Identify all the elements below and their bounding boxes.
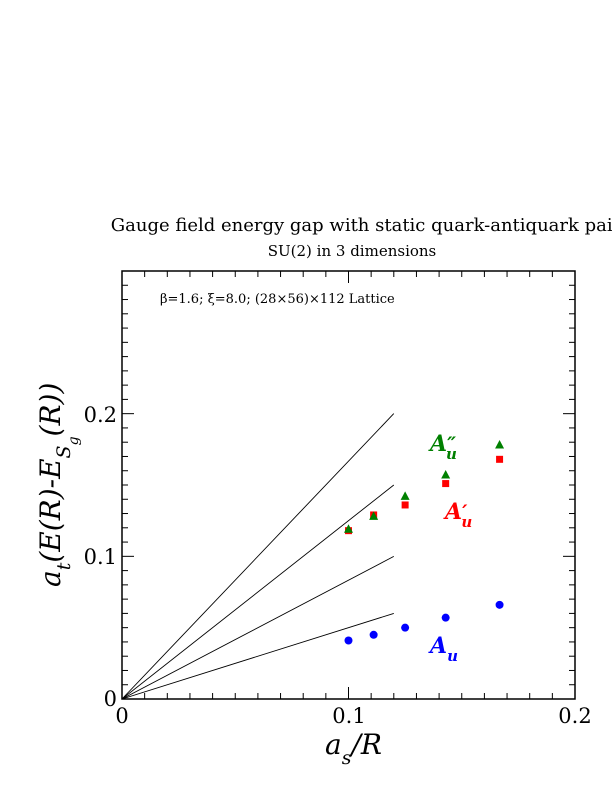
- series-label-A-u-prime: A′u: [443, 499, 472, 531]
- data-points: [344, 440, 505, 645]
- data-point-s0-0: [344, 636, 353, 645]
- reference-line-0: [121, 612, 394, 700]
- y-axis-label: at(E(R)-ESg(R)): [34, 383, 82, 587]
- data-point-s1-3: [442, 480, 450, 488]
- data-point-s2-3: [441, 470, 451, 479]
- chart-title: Gauge field energy gap with static quark…: [111, 215, 612, 236]
- axis-ticks: [121, 270, 576, 700]
- y-tick-0: 0: [104, 687, 117, 711]
- plot-annotation: β=1.6; ξ=8.0; (28×56)×112 Lattice: [160, 292, 395, 307]
- y-tick-2: 0.2: [84, 403, 117, 427]
- series-label-A-u-dprime: A″u: [428, 431, 457, 463]
- data-point-s1-2: [401, 501, 409, 509]
- plot-frame: [121, 270, 576, 700]
- reference-line-2: [121, 484, 395, 700]
- data-point-s2-4: [495, 440, 505, 449]
- data-point-s2-2: [400, 491, 410, 500]
- chart-subtitle: SU(2) in 3 dimensions: [268, 242, 437, 260]
- data-point-s1-4: [496, 455, 504, 463]
- reference-lines: [121, 413, 395, 700]
- data-point-s0-2: [401, 623, 410, 632]
- reference-line-1: [121, 555, 395, 700]
- y-tick-1: 0.1: [84, 545, 117, 569]
- data-point-s2-0: [344, 524, 353, 533]
- x-tick-1: 0.1: [332, 704, 365, 728]
- x-axis-label: as/R: [325, 728, 382, 769]
- x-tick-0: 0: [115, 704, 128, 728]
- reference-line-3: [121, 413, 395, 700]
- x-tick-2: 0.2: [558, 704, 591, 728]
- data-point-s0-1: [369, 630, 378, 639]
- data-point-s0-3: [441, 613, 450, 622]
- data-point-s0-4: [495, 600, 504, 609]
- series-label-A-u: Au: [428, 633, 458, 665]
- data-point-s2-1: [369, 511, 379, 520]
